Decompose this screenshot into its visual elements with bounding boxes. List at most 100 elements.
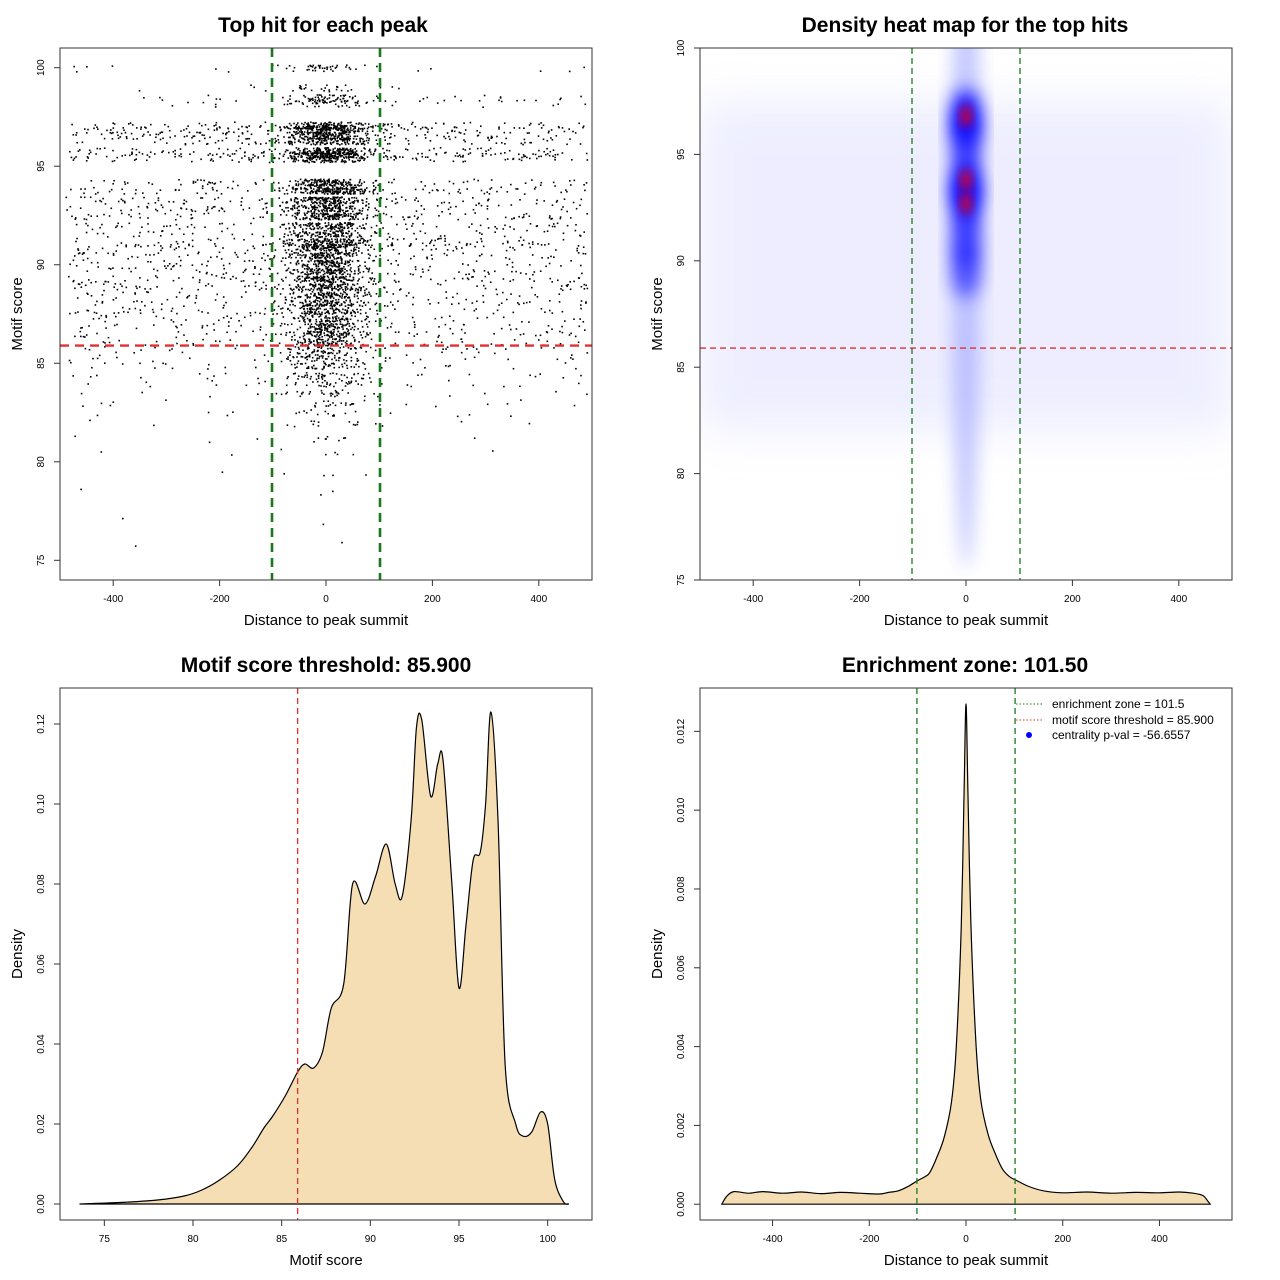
scatter-point (328, 89, 330, 91)
scatter-point (123, 129, 125, 131)
scatter-point (358, 212, 360, 214)
scatter-point (339, 127, 341, 130)
scatter-point (388, 181, 390, 184)
scatter-point (564, 320, 566, 322)
scatter-point (524, 182, 527, 184)
scatter-point (413, 232, 415, 235)
scatter-point (348, 236, 351, 239)
scatter-point (236, 312, 238, 315)
scatter-point (348, 139, 351, 142)
scatter-point (340, 95, 342, 97)
scatter-point (308, 161, 310, 164)
scatter-point (74, 287, 76, 290)
scatter-point (330, 127, 333, 129)
scatter-point (205, 209, 208, 212)
scatter-point (476, 135, 479, 137)
scatter-point (481, 233, 483, 235)
scatter-point (303, 238, 306, 241)
scatter-point (309, 227, 311, 229)
scatter-point (367, 208, 369, 211)
scatter-point (147, 131, 149, 133)
scatter-point (289, 102, 291, 105)
scatter-point (254, 181, 257, 184)
scatter-point (329, 155, 331, 158)
scatter-point (336, 188, 339, 190)
scatter-point (304, 206, 307, 208)
scatter-point (487, 227, 490, 229)
scatter-point (375, 302, 378, 305)
scatter-point (284, 141, 286, 144)
scatter-point (340, 202, 342, 204)
scatter-point (348, 252, 351, 254)
scatter-point (211, 285, 213, 287)
scatter-point (413, 255, 415, 258)
scatter-point (345, 275, 347, 278)
scatter-point (303, 197, 305, 199)
scatter-point (96, 147, 99, 150)
scatter-point (321, 313, 323, 315)
scatter-point (342, 148, 345, 151)
scatter-point (349, 184, 352, 187)
scatter-point (361, 305, 364, 307)
scatter-point (331, 289, 333, 292)
scatter-point (292, 273, 294, 275)
scatter-point (339, 149, 341, 152)
scatter-point (303, 224, 305, 226)
scatter-point (306, 192, 309, 194)
scatter-point (330, 304, 332, 307)
scatter-point (468, 273, 470, 275)
scatter-point (352, 125, 354, 127)
scatter-point (356, 291, 359, 294)
scatter-point (336, 242, 339, 244)
scatter-point (297, 122, 299, 124)
scatter-point (306, 159, 308, 162)
scatter-point (330, 157, 333, 160)
scatter-point (122, 127, 124, 129)
scatter-point (317, 149, 320, 151)
scatter-point (320, 123, 322, 126)
scatter-point (310, 199, 312, 201)
scatter-point (205, 284, 207, 287)
scatter-point (214, 141, 217, 144)
scatter-point (317, 64, 320, 67)
scatter-point (451, 130, 453, 133)
scatter-point (314, 311, 316, 313)
scatter-point (351, 160, 354, 162)
scatter-point (336, 284, 339, 286)
scatter-point (567, 283, 569, 286)
scatter-point (331, 262, 333, 265)
scatter-point (325, 136, 328, 139)
scatter-point (318, 179, 320, 181)
scatter-point (301, 306, 303, 309)
scatter-point (331, 202, 334, 205)
scatter-point (356, 295, 359, 297)
scatter-point (343, 214, 345, 216)
scatter-point (337, 96, 339, 99)
scatter-point (518, 127, 521, 129)
scatter-point (161, 247, 164, 249)
scatter-point (321, 203, 324, 205)
scatter-point (334, 316, 336, 318)
scatter-point (326, 150, 329, 152)
scatter-point (555, 201, 558, 203)
scatter-point (305, 242, 308, 245)
scatter-point (506, 264, 509, 266)
scatter-point (431, 127, 433, 129)
scatter-point (179, 264, 182, 267)
scatter-point (140, 245, 142, 248)
scatter-point (317, 240, 319, 242)
scatter-point (395, 198, 397, 200)
scatter-point (94, 304, 97, 306)
scatter-point (308, 141, 311, 143)
scatter-point (372, 126, 374, 129)
scatter-point (281, 201, 284, 204)
scatter-point (308, 183, 310, 186)
scatter-point (374, 124, 377, 127)
scatter-point (334, 158, 337, 160)
scatter-point (459, 155, 462, 158)
scatter-point (278, 187, 281, 189)
scatter-point (334, 232, 336, 235)
scatter-point (347, 193, 349, 195)
scatter-point (399, 289, 401, 291)
scatter-point (349, 190, 352, 192)
